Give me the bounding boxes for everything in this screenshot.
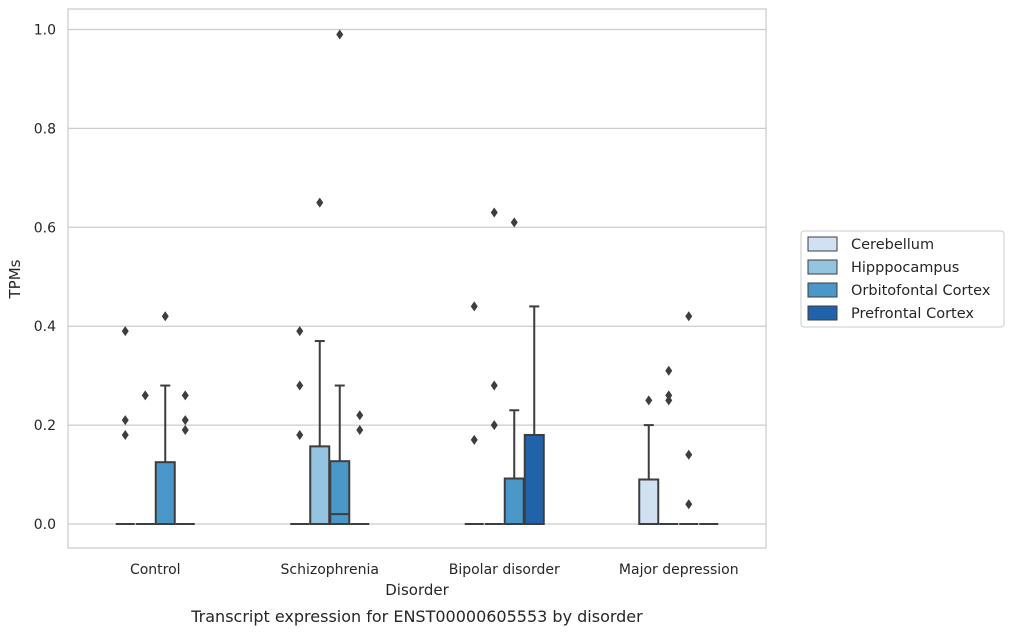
outlier-point [296,380,304,391]
outlier-point [121,429,129,440]
box-plot [484,207,504,525]
outlier-point [336,29,344,40]
box-plot [503,217,525,526]
outlier-point [316,197,324,208]
x-tick-label: Schizophrenia [281,562,379,578]
y-tick-label: 0.6 [34,220,56,236]
outlier-point [665,390,673,401]
box-plot [464,301,484,525]
y-tick-label: 0.8 [34,121,56,137]
outlier-point [161,311,169,322]
box-group [638,311,719,525]
box-group [464,207,545,526]
outlier-point [510,217,518,228]
box [329,460,351,525]
y-axis: 0.0 0.2 0.4 0.6 0.8 1.0 [34,23,56,534]
legend-item: Orbitofontal Cortex [807,282,991,299]
plot-border [67,8,767,549]
box-plot [350,410,370,525]
outlier-point [121,326,129,337]
legend: Cerebellum Hipppocampus Orbitofontal Corte… [800,230,1005,328]
outlier-point [356,410,364,421]
outlier-point [490,207,498,218]
box [154,461,176,525]
box-group [115,311,195,525]
outlier-point [470,434,478,445]
box [309,445,331,525]
legend-swatch [807,305,838,321]
legend-swatch [807,282,838,298]
outlier-point [296,429,304,440]
box-plot [115,326,135,525]
box-plot [290,326,310,525]
legend-swatch [807,259,838,275]
outlier-point [470,301,478,312]
y-tick-label: 0.2 [34,418,56,434]
outlier-point [296,326,304,337]
outlier-point [490,420,498,431]
legend-item: Cerebellum [807,236,934,253]
box-plot [659,365,679,525]
outlier-point [665,365,673,376]
outlier-point [685,499,693,510]
y-tick-label: 1.0 [34,23,56,39]
outlier-point [181,415,189,426]
x-axis: Control Schizophrenia Bipolar disorder Majo… [130,562,739,578]
outlier-point [685,449,693,460]
legend-item: Hipppocampus [807,259,959,276]
legend-label: Cerebellum [851,237,934,253]
y-tick-label: 0.0 [34,517,56,533]
x-tick-label: Major depression [619,562,739,578]
box-plot [309,197,331,525]
outlier-point [181,425,189,436]
outlier-point [685,311,693,322]
y-tick-label: 0.4 [34,319,56,335]
outlier-point [490,380,498,391]
box-groups [115,29,719,526]
box-plot [135,390,155,525]
x-axis-title: Disorder [385,581,449,599]
chart-caption: Transcript expression for ENST0000060555… [190,607,643,626]
legend-label: Prefrontal Cortex [851,306,974,322]
outlier-point [121,415,129,426]
outlier-point [645,395,653,406]
box-plot [329,29,351,525]
legend-label: Orbitofontal Cortex [851,283,991,299]
outlier-point [181,390,189,401]
outlier-point [356,425,364,436]
legend-frame [800,230,1005,328]
legend-label: Hipppocampus [851,260,959,276]
box-plot [679,311,699,525]
x-tick-label: Bipolar disorder [449,562,560,578]
box [638,478,660,525]
box-plot [638,395,660,525]
x-tick-label: Control [130,562,181,578]
legend-item: Prefrontal Cortex [807,305,974,322]
box [523,433,545,525]
outlier-point [141,390,149,401]
box [503,477,525,526]
box-plot [523,305,545,525]
box-group [290,29,370,525]
y-axis-title: TPMs [6,259,24,299]
legend-swatch [807,236,838,252]
box-plot [175,390,195,525]
box-plot [154,311,176,525]
